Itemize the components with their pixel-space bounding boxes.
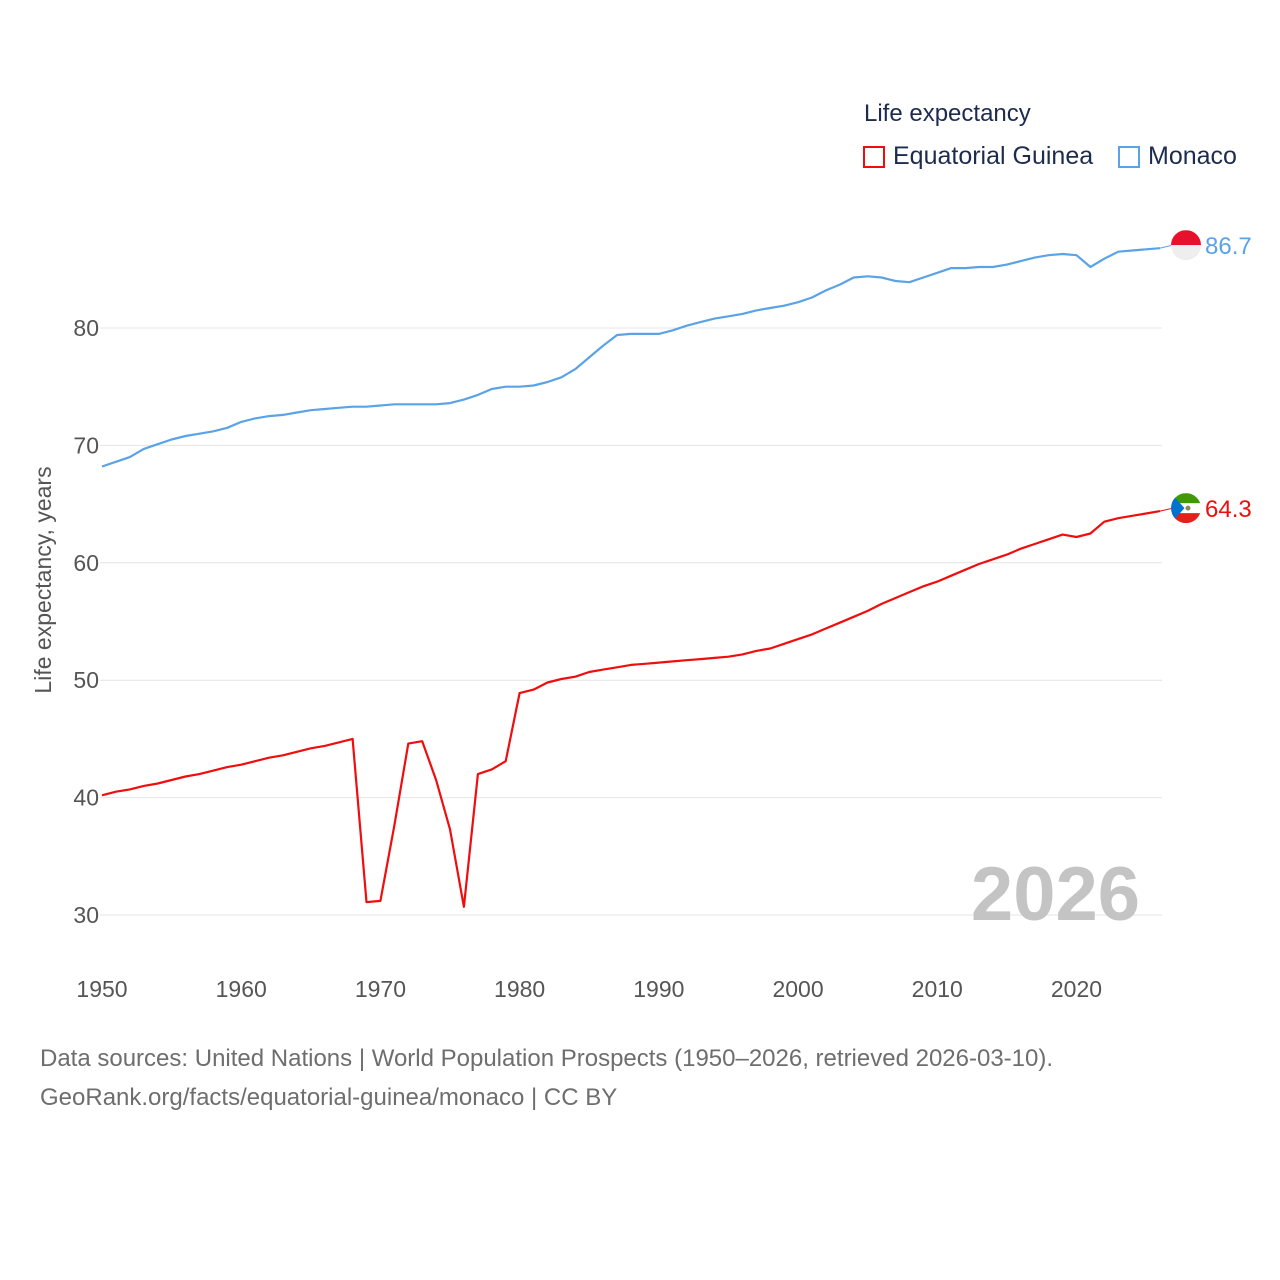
y-axis-label: Life expectancy, years xyxy=(30,466,56,693)
y-tick-label-30: 30 xyxy=(73,902,99,928)
series-line-equatorial-guinea xyxy=(101,510,1161,908)
y-tick-label-60: 60 xyxy=(73,550,99,576)
x-tick-label-1980: 1980 xyxy=(494,976,545,1002)
end-value-label-equatorial-guinea: 64.3 xyxy=(1205,496,1252,523)
connector-equatorial-guinea xyxy=(1159,507,1174,512)
legend-swatch-equatorial-guinea xyxy=(863,145,885,168)
equatorial-guinea-flag-icon xyxy=(1171,493,1201,524)
x-tick-label-1990: 1990 xyxy=(633,976,684,1002)
x-tick-label-2010: 2010 xyxy=(912,976,963,1002)
y-tick-label-70: 70 xyxy=(73,432,99,458)
y-tick-label-50: 50 xyxy=(73,667,99,693)
legend-item-monaco[interactable]: Monaco xyxy=(1118,142,1237,171)
year-watermark: 2026 xyxy=(971,852,1140,937)
y-tick-label-80: 80 xyxy=(73,315,99,341)
x-tick-label-2020: 2020 xyxy=(1051,976,1102,1002)
x-tick-label-1960: 1960 xyxy=(216,976,267,1002)
end-value-label-monaco: 86.7 xyxy=(1205,233,1252,260)
series-line-monaco xyxy=(101,247,1161,468)
monaco-flag-icon xyxy=(1171,230,1201,261)
footer-source: Data sources: United Nations | World Pop… xyxy=(40,1045,1054,1072)
legend-item-equatorial-guinea[interactable]: Equatorial Guinea xyxy=(863,142,1093,171)
legend-label-monaco: Monaco xyxy=(1148,142,1237,170)
legend-label-equatorial-guinea: Equatorial Guinea xyxy=(893,142,1094,170)
legend-title: Life expectancy xyxy=(864,100,1031,127)
line-chart: 30 40 50 60 70 80 1950 1960 1970 1980 1990 2000 2010… xyxy=(30,230,1252,1002)
x-tick-label-1970: 1970 xyxy=(355,976,406,1002)
footer-link[interactable]: GeoRank.org/facts/equatorial-guinea/mona… xyxy=(40,1084,618,1111)
legend-swatch-monaco xyxy=(1118,145,1140,168)
connector-monaco xyxy=(1159,244,1174,249)
x-tick-label-2000: 2000 xyxy=(772,976,823,1002)
x-tick-label-1950: 1950 xyxy=(76,976,127,1002)
y-tick-label-40: 40 xyxy=(73,785,99,811)
